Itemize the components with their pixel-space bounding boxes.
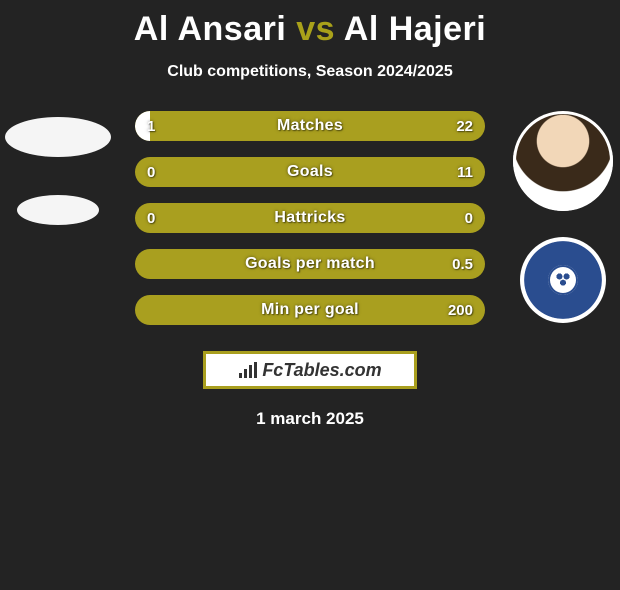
stat-label: Matches (135, 117, 485, 135)
player1-club-logo (17, 195, 99, 225)
left-avatar-column (0, 111, 115, 225)
stat-bar: 0Goals11 (135, 157, 485, 187)
club-badge-icon (524, 241, 602, 319)
stat-value-right: 0 (465, 210, 473, 227)
date-text: 1 march 2025 (0, 409, 620, 429)
stat-bars: 1Matches220Goals110Hattricks0Goals per m… (135, 111, 485, 325)
stat-value-right: 22 (456, 118, 473, 135)
vs-text: vs (296, 10, 335, 48)
stat-bar: Goals per match0.5 (135, 249, 485, 279)
stat-bar: 0Hattricks0 (135, 203, 485, 233)
chart-icon (238, 361, 258, 379)
stat-label: Goals (135, 163, 485, 181)
stat-value-right: 11 (457, 164, 473, 181)
right-avatar-column (505, 111, 620, 323)
player1-avatar (5, 117, 111, 157)
competition-subtitle: Club competitions, Season 2024/2025 (0, 63, 620, 81)
brand-box[interactable]: FcTables.com (203, 351, 417, 389)
stat-bar: Min per goal200 (135, 295, 485, 325)
stat-value-right: 0.5 (452, 256, 473, 273)
player1-name: Al Ansari (134, 10, 287, 48)
brand-text: FcTables.com (262, 360, 381, 381)
player2-avatar (513, 111, 613, 211)
player2-name: Al Hajeri (344, 10, 486, 48)
comparison-title: Al Ansari vs Al Hajeri (0, 10, 620, 49)
soccer-ball-icon (548, 265, 578, 295)
stat-label: Goals per match (135, 255, 485, 273)
stat-value-right: 200 (448, 302, 473, 319)
stat-label: Min per goal (135, 301, 485, 319)
content-area: 1Matches220Goals110Hattricks0Goals per m… (0, 111, 620, 429)
stat-label: Hattricks (135, 209, 485, 227)
stat-bar: 1Matches22 (135, 111, 485, 141)
player2-club-logo (520, 237, 606, 323)
